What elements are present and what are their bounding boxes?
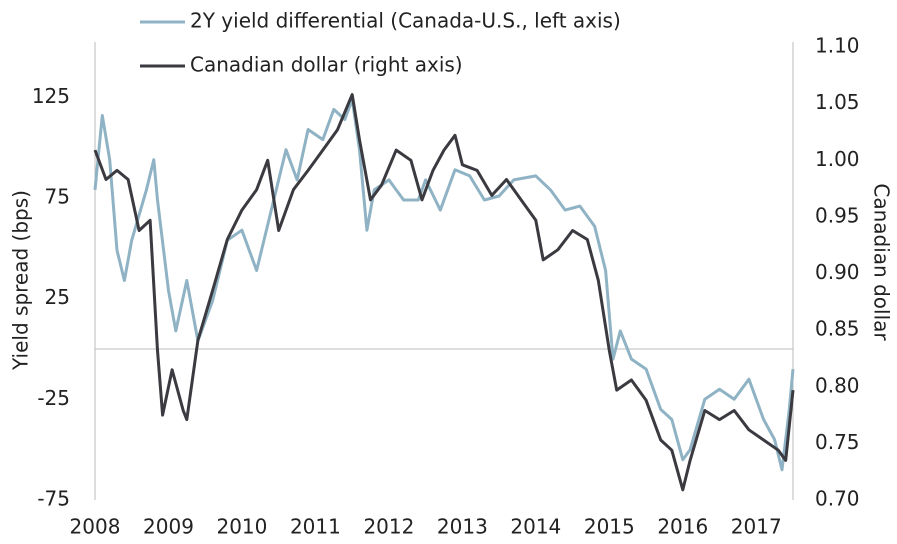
y-tick-label: 75	[45, 185, 70, 209]
y2-tick-label: 0.70	[815, 487, 860, 511]
x-tick-label: 2014	[510, 515, 561, 539]
y-axis-title: Yield spread (bps)	[9, 190, 33, 371]
y2-tick-label: 0.90	[815, 260, 860, 284]
y-tick-label: -25	[37, 386, 70, 410]
legend-label: 2Y yield differential (Canada-U.S., left…	[190, 9, 621, 33]
y2-tick-label: 1.00	[815, 147, 860, 171]
y-tick-label: 25	[45, 285, 70, 309]
y2-tick-label: 0.75	[815, 430, 860, 454]
y2-tick-label: 0.80	[815, 373, 860, 397]
series-line	[93, 93, 795, 492]
series-line	[93, 97, 795, 472]
x-tick-label: 2016	[657, 515, 708, 539]
y2-tick-label: 1.05	[815, 90, 860, 114]
x-tick-label: 2009	[143, 515, 194, 539]
x-tick-label: 2015	[584, 515, 635, 539]
x-tick-label: 2010	[216, 515, 267, 539]
y2-tick-label: 0.95	[815, 203, 860, 227]
x-tick-label: 2012	[363, 515, 414, 539]
x-tick-label: 2011	[290, 515, 341, 539]
y-tick-label: 125	[32, 84, 70, 108]
y2-tick-label: 0.85	[815, 317, 860, 341]
x-tick-label: 2008	[70, 515, 121, 539]
x-tick-label: 2013	[437, 515, 488, 539]
x-tick-label: 2017	[731, 515, 782, 539]
y2-tick-label: 1.10	[815, 34, 860, 58]
y-tick-label: -75	[37, 487, 70, 511]
y2-axis-title: Canadian dollar	[870, 183, 894, 341]
legend-label: Canadian dollar (right axis)	[190, 53, 463, 77]
